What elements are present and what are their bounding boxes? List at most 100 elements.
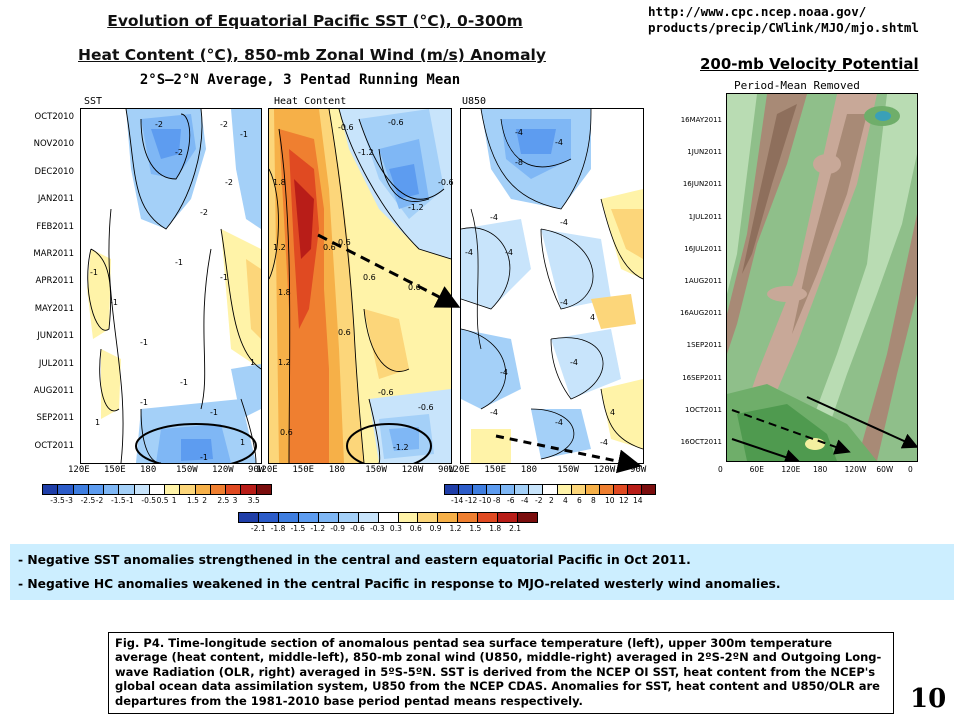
colorbar-label: 1.8 (489, 524, 502, 533)
colorbar-swatch (445, 485, 460, 494)
u850-colorbar (444, 484, 656, 495)
colorbar-swatch (210, 485, 227, 494)
vp-longitude-label: 180 (813, 465, 828, 474)
note-hc: - Negative HC anomalies weakened in the … (18, 577, 781, 591)
sst-contour-label: -2 (155, 120, 163, 129)
colorbar-swatch (518, 513, 538, 522)
colorbar-label: -0.6 (350, 524, 365, 533)
panel-label-u850: U850 (462, 96, 487, 107)
colorbar-swatch (88, 485, 105, 494)
hc-contour-label: -1.2 (358, 148, 374, 157)
sst-shading (81, 109, 261, 463)
colorbar-swatch (627, 485, 642, 494)
colorbar-swatch (398, 513, 419, 522)
colorbar-swatch (239, 513, 259, 522)
colorbar-label: -2 (535, 496, 543, 505)
colorbar-label: -2.1 (250, 524, 266, 533)
hc-contour-label: -0.6 (378, 388, 394, 397)
colorbar-swatch (298, 513, 319, 522)
u850-shading (461, 109, 643, 463)
source-url[interactable]: http://www.cpc.ncep.noaa.gov/ products/p… (648, 4, 919, 36)
source-url-line2[interactable]: products/precip/CWlink/MJO/mjo.shtml (648, 20, 919, 35)
vp-longitude-label: 0 (908, 465, 913, 474)
colorbar-swatch (515, 485, 530, 494)
colorbar-label: 2.5 (217, 496, 230, 505)
colorbar-label: -10 (479, 496, 492, 505)
velocity-potential-title: 200-mb Velocity Potential (700, 55, 919, 73)
month-label: MAY2011 (34, 303, 74, 314)
panel-label-heat-content: Heat Content (274, 96, 347, 107)
vp-date-label: 1JUN2011 (687, 148, 722, 157)
sst-contour-label: -1 (110, 298, 118, 307)
sst-colorbar (42, 484, 272, 495)
page-number: 10 (910, 684, 947, 714)
colorbar-label: -0.5 (141, 496, 157, 505)
vp-solid-arrow-right (806, 396, 917, 449)
u850-panel (460, 108, 644, 464)
month-label: MAR2011 (33, 249, 74, 259)
colorbar-swatch (487, 485, 502, 494)
longitude-label: 150E (484, 465, 507, 475)
colorbar-swatch (378, 513, 399, 522)
longitude-label: 180 (520, 465, 538, 475)
sst-contour-label: -1 (240, 130, 248, 139)
hc-colorbar (238, 512, 538, 523)
vp-longitude-label: 60W (876, 465, 894, 474)
hc-contour-label: -1.2 (393, 443, 409, 452)
colorbar-swatch (478, 513, 499, 522)
u850-contour-label: -4 (505, 248, 513, 257)
colorbar-label: 6 (577, 496, 582, 505)
sst-contour-label: 1 (240, 438, 246, 447)
panel-label-sst: SST (84, 96, 103, 107)
longitude-label: 150E (292, 465, 315, 475)
longitude-label: 150W (176, 465, 198, 475)
month-label: NOV2010 (33, 139, 74, 150)
hc-contour-label: -0.6 (338, 123, 354, 132)
colorbar-label: -4 (521, 496, 529, 505)
colorbar-label: -1.5 (111, 496, 126, 505)
colorbar-label: -0.9 (330, 524, 345, 533)
colorbar-label: 1 (171, 496, 177, 505)
hc-contour-label: 1.8 (273, 178, 286, 187)
vp-subtitle: Period-Mean Removed (734, 79, 860, 92)
colorbar-label: -2 (95, 496, 104, 505)
colorbar-label: 1.5 (469, 524, 482, 533)
longitude-label: 90W (630, 465, 647, 475)
sst-panel (80, 108, 262, 464)
longitude-label: 120E (256, 465, 278, 475)
hc-contour-label: -0.6 (438, 178, 454, 187)
sst-contour-label: -2 (175, 148, 183, 157)
colorbar-label: -1.2 (310, 524, 326, 533)
source-url-line1[interactable]: http://www.cpc.ncep.noaa.gov/ (648, 4, 867, 19)
vp-bands (727, 94, 917, 461)
u850-contour-label: -4 (515, 128, 523, 137)
longitude-label: 150E (104, 465, 126, 475)
longitude-label: 150W (365, 465, 387, 475)
sst-contour-label: -1 (210, 408, 218, 417)
notes-box: - Negative SST anomalies strengthened in… (10, 544, 954, 600)
colorbar-label: 8 (591, 496, 596, 505)
colorbar-swatch (599, 485, 614, 494)
hc-contour-label: 1.2 (278, 358, 291, 367)
vp-solid-arrow-left (731, 438, 801, 461)
note-sst: - Negative SST anomalies strengthened in… (18, 553, 691, 567)
sst-contour-label: -1 (220, 273, 228, 282)
colorbar-label: -0.3 (370, 524, 385, 533)
colorbar-label: 2 (202, 496, 207, 505)
colorbar-swatch (501, 485, 516, 494)
colorbar-label: 0.3 (389, 524, 402, 533)
longitude-label: 120W (212, 465, 234, 475)
colorbar-label: -1 (126, 496, 134, 505)
month-label: AUG2011 (33, 386, 74, 396)
u850-contour-label: -4 (490, 213, 498, 222)
colorbar-label: 2.1 (509, 524, 522, 533)
vp-date-label: 16JUL2011 (684, 244, 722, 253)
colorbar-swatch (180, 485, 196, 494)
u850-contour-label: -4 (600, 438, 608, 447)
colorbar-swatch (543, 485, 558, 494)
vp-date-label: 1OCT2011 (685, 405, 722, 414)
colorbar-label: -6 (507, 496, 515, 505)
u850-contour-label: -8 (515, 158, 523, 167)
sst-contour-label: 1 (250, 358, 256, 367)
sst-contour-label: -1 (140, 398, 148, 407)
